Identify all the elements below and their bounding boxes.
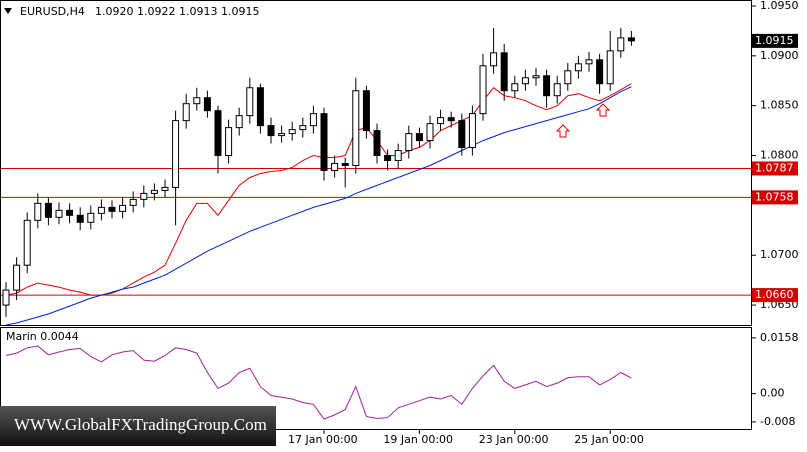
- candle-body: [447, 117, 455, 122]
- menu-arrow: [4, 8, 12, 14]
- candle-body: [246, 87, 254, 117]
- y-tick-label: 0.0158: [760, 331, 799, 344]
- candle-body: [108, 206, 116, 212]
- candle-body: [521, 77, 529, 85]
- candle-body: [172, 120, 180, 188]
- y-tick-label: -0.008: [760, 415, 795, 428]
- candle-body: [362, 90, 370, 132]
- candle-body: [574, 63, 582, 72]
- candle-body: [468, 113, 476, 149]
- candle-body: [299, 125, 307, 131]
- level-label-box: [752, 288, 798, 303]
- candle-body: [129, 198, 137, 206]
- signal-arrow: [555, 124, 571, 138]
- candle-body: [596, 59, 604, 85]
- candle-body: [373, 130, 381, 157]
- y-tick-label: 1.0800: [760, 149, 799, 162]
- symbol-label: EURUSD,H4: [20, 5, 85, 18]
- candle-body: [405, 133, 413, 152]
- candle-body: [66, 209, 74, 216]
- moving-average: [5, 86, 632, 326]
- candle-body: [458, 120, 466, 149]
- candle-body: [394, 150, 402, 162]
- candle-body: [97, 206, 105, 214]
- candle-body: [415, 133, 423, 142]
- candle-body: [119, 204, 127, 212]
- candle-body: [140, 192, 148, 200]
- candle-body: [87, 212, 95, 223]
- candle-body: [193, 97, 201, 105]
- candle-body: [214, 110, 222, 157]
- x-tick-label: 23 Jan 00:00: [479, 433, 549, 446]
- candle-body: [2, 289, 10, 306]
- indicator-line: [5, 345, 632, 420]
- candle-body: [479, 65, 487, 115]
- main-panel: [0, 0, 752, 326]
- candle-body: [490, 52, 498, 67]
- candle-body: [203, 97, 211, 112]
- indicator-label: Marin 0.0044: [6, 330, 79, 343]
- candle-body: [182, 103, 190, 122]
- candle-body: [426, 123, 434, 142]
- candle-body: [55, 209, 63, 218]
- candle-body: [278, 133, 286, 137]
- candle-body: [256, 87, 264, 127]
- candle-body: [500, 52, 508, 92]
- ohlc-label: 1.0920 1.0922 1.0913 1.0915: [95, 5, 259, 18]
- candle-body: [13, 264, 21, 291]
- candle-body: [44, 202, 52, 218]
- y-tick-label: 1.0700: [760, 248, 799, 261]
- candle-body: [606, 50, 614, 85]
- candle-body: [225, 127, 233, 157]
- candle-body: [161, 186, 169, 191]
- candle-body: [235, 115, 243, 129]
- candle-body: [76, 214, 84, 223]
- y-tick-label: 1.0950: [760, 0, 799, 12]
- candle-body: [320, 113, 328, 171]
- candle-body: [543, 75, 551, 97]
- candle-body: [617, 37, 625, 52]
- level-label: 1.0787: [755, 161, 794, 174]
- x-tick-label: 25 Jan 00:00: [574, 433, 644, 446]
- plot-area: [1, 27, 752, 420]
- candle-body: [437, 117, 445, 125]
- candle-body: [511, 83, 519, 92]
- candle-body: [627, 37, 635, 42]
- level-label-box: [752, 190, 798, 205]
- candle-body: [34, 202, 42, 221]
- candle-body: [150, 189, 158, 194]
- level-label: 1.0660: [755, 288, 794, 301]
- candle-body: [309, 113, 317, 127]
- watermark-box: [0, 406, 276, 446]
- candle-body: [352, 90, 360, 166]
- moving-average: [5, 83, 632, 296]
- candle-body: [267, 125, 275, 137]
- current-price-box: [752, 33, 798, 48]
- candle-body: [288, 129, 296, 135]
- level-label-box: [752, 161, 798, 176]
- candle-body: [23, 219, 31, 266]
- x-tick-label: 17 Jan 00:00: [288, 433, 358, 446]
- y-tick-label: 1.0850: [760, 99, 799, 112]
- candle-body: [331, 162, 339, 171]
- candle-body: [564, 70, 572, 85]
- candle-body: [532, 75, 540, 79]
- x-tick-label: 19 Jan 00:00: [383, 433, 453, 446]
- y-tick-label: 0.00: [760, 387, 785, 400]
- candle-body: [585, 59, 593, 65]
- y-tick-label: 1.0900: [760, 49, 799, 62]
- candle-body: [553, 83, 561, 97]
- candle-body: [384, 155, 392, 162]
- candle-body: [341, 162, 349, 166]
- level-label: 1.0758: [755, 190, 794, 203]
- current-price-label: 1.0915: [755, 34, 794, 47]
- signal-arrow: [595, 103, 611, 117]
- watermark: WWW.GlobalFXTradingGroup.Com: [14, 415, 267, 434]
